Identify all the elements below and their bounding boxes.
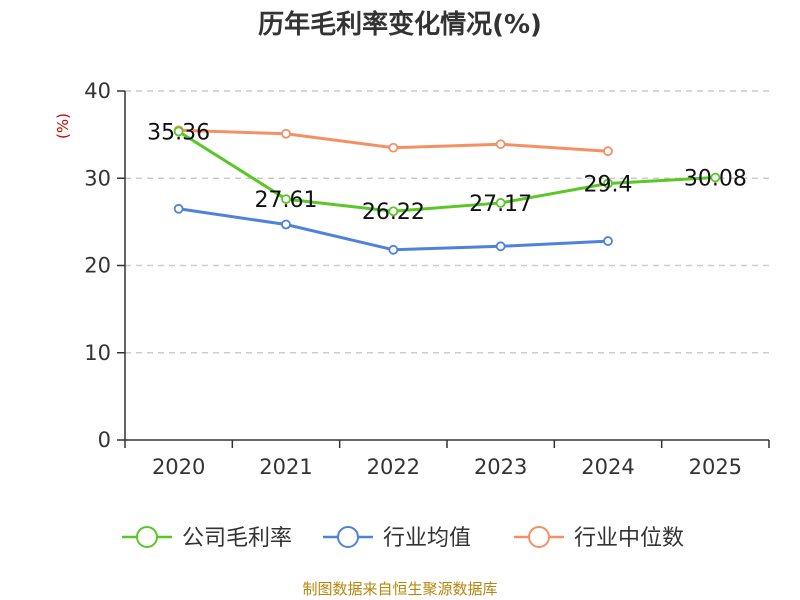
data-point: [281, 219, 291, 230]
data-label: 26.22: [362, 200, 425, 225]
data-label: 35.36: [147, 120, 210, 145]
source-note: 制图数据来自恒生聚源数据库: [302, 580, 498, 598]
legend: 公司毛利率 行业均值 行业中位数: [122, 526, 684, 551]
data-point: [173, 203, 184, 214]
x-tick-label: 2023: [474, 455, 527, 479]
x-tick-label: 2025: [689, 455, 742, 479]
data-point: [281, 128, 291, 139]
data-label: 30.08: [684, 167, 747, 192]
y-axis-label: (%): [54, 113, 72, 139]
data-point: [388, 206, 399, 217]
data-point: [495, 198, 506, 208]
grid-lines: [125, 90, 769, 354]
data-point: [173, 126, 184, 137]
y-tick-label: 10: [84, 341, 111, 365]
y-tick-label: 30: [84, 166, 111, 190]
x-tick-label: 2022: [367, 455, 420, 479]
y-tick-label: 0: [98, 428, 111, 452]
legend-swatch-marker: [337, 526, 359, 548]
legend-swatch-marker: [136, 526, 158, 548]
data-point: [388, 142, 399, 153]
data-point: [388, 244, 399, 255]
data-point: [603, 236, 613, 246]
data-point: [603, 178, 613, 189]
legend-swatch-marker: [528, 526, 550, 548]
data-point: [495, 241, 506, 252]
axes: 0 10 20 30 40 2020 2021 2022 2023 2024 2025: [84, 79, 770, 479]
data-label: 27.61: [255, 188, 318, 213]
data-label: 29.4: [584, 172, 633, 197]
series-line: [177, 130, 716, 213]
series-lines: [173, 125, 721, 255]
data-point: [495, 139, 506, 150]
data-point: [603, 146, 613, 157]
chart-title: 历年毛利率变化情况(%): [258, 10, 542, 40]
x-tick-label: 2020: [152, 455, 205, 479]
y-tick-label: 40: [84, 79, 111, 103]
data-point: [710, 172, 721, 183]
y-tick-label: 20: [84, 254, 111, 278]
data-labels: 35.36 27.61 26.22 27.17 29.4 30.08: [147, 120, 747, 225]
data-point: [281, 194, 291, 205]
legend-entry-label: 行业均值: [383, 526, 471, 551]
x-tick-label: 2021: [259, 455, 312, 479]
data-label: 27.17: [469, 192, 532, 217]
x-tick-label: 2024: [581, 455, 634, 479]
legend-entry-label: 公司毛利率: [182, 526, 292, 551]
legend-entry-label: 行业中位数: [574, 526, 684, 551]
